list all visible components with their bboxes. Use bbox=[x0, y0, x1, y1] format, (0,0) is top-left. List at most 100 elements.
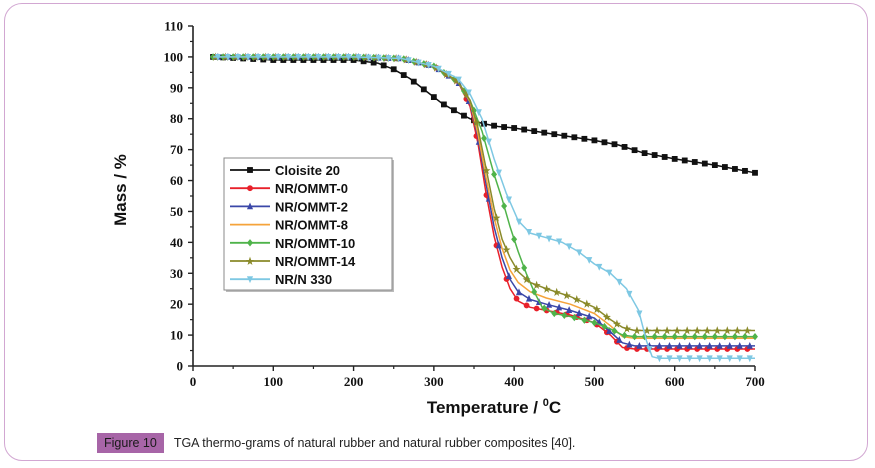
data-point bbox=[642, 326, 652, 335]
data-point bbox=[601, 322, 608, 331]
data-point bbox=[631, 147, 638, 154]
data-point bbox=[571, 134, 578, 141]
legend-item: NR/OMMT-14 bbox=[230, 254, 356, 269]
data-point bbox=[566, 243, 573, 251]
legend-marker bbox=[247, 167, 253, 173]
data-point bbox=[671, 332, 678, 341]
data-point bbox=[592, 304, 601, 314]
data-point bbox=[475, 109, 482, 117]
data-point bbox=[621, 331, 628, 340]
data-point bbox=[566, 306, 573, 313]
data-point bbox=[726, 355, 733, 363]
data-point bbox=[571, 313, 578, 322]
data-point bbox=[586, 312, 593, 320]
data-point bbox=[691, 159, 698, 165]
data-point bbox=[552, 287, 561, 297]
data-point bbox=[632, 326, 641, 335]
legend-item: NR/N 330 bbox=[230, 272, 332, 287]
figure-caption: Figure 10 TGA thermo-grams of natural ru… bbox=[97, 432, 575, 454]
data-point bbox=[586, 257, 593, 264]
data-point bbox=[535, 232, 543, 240]
data-point bbox=[741, 332, 748, 341]
legend-label: NR/OMMT-14 bbox=[275, 254, 356, 269]
data-point bbox=[581, 135, 588, 142]
legend-item: NR/OMMT-0 bbox=[230, 181, 348, 196]
data-point bbox=[285, 54, 292, 61]
data-point bbox=[693, 326, 702, 335]
data-point bbox=[711, 162, 718, 168]
data-point bbox=[533, 305, 540, 312]
data-point bbox=[616, 278, 623, 286]
figure-caption-text: TGA thermo-grams of natural rubber and n… bbox=[173, 436, 576, 450]
y-tick-label: 0 bbox=[177, 359, 184, 374]
data-point bbox=[562, 290, 571, 300]
data-point bbox=[495, 169, 502, 177]
data-point bbox=[582, 299, 591, 308]
data-point bbox=[420, 86, 427, 93]
data-point bbox=[752, 169, 758, 176]
legend-label: NR/N 330 bbox=[275, 272, 332, 287]
data-point bbox=[636, 341, 643, 349]
data-point bbox=[641, 332, 648, 341]
data-point bbox=[676, 355, 683, 363]
data-point bbox=[641, 150, 648, 157]
data-point bbox=[355, 54, 362, 61]
data-point bbox=[746, 341, 753, 349]
data-point bbox=[385, 55, 392, 62]
data-point bbox=[335, 54, 342, 61]
data-point bbox=[465, 89, 472, 97]
data-point bbox=[410, 78, 417, 85]
data-point bbox=[472, 118, 481, 127]
data-point bbox=[651, 152, 658, 158]
data-point bbox=[485, 138, 492, 146]
data-point bbox=[512, 264, 521, 273]
data-point bbox=[606, 327, 613, 334]
x-tick-label: 600 bbox=[665, 374, 685, 389]
data-point bbox=[651, 332, 658, 341]
y-tick-label: 80 bbox=[170, 111, 183, 126]
data-point bbox=[445, 70, 452, 78]
data-point bbox=[265, 54, 272, 61]
y-tick-label: 20 bbox=[170, 297, 183, 312]
data-point bbox=[435, 65, 442, 73]
data-point bbox=[551, 309, 558, 318]
legend-label: Cloisite 20 bbox=[275, 163, 340, 178]
data-point bbox=[656, 355, 663, 363]
x-tick-label: 700 bbox=[745, 374, 765, 389]
data-point bbox=[481, 134, 488, 142]
data-point bbox=[606, 269, 613, 277]
data-point bbox=[505, 272, 512, 280]
data-point bbox=[375, 54, 382, 62]
data-point bbox=[616, 335, 623, 343]
legend-marker bbox=[247, 185, 253, 192]
data-point bbox=[492, 213, 501, 222]
data-point bbox=[561, 132, 568, 139]
data-point bbox=[244, 54, 252, 61]
data-point bbox=[511, 235, 518, 243]
data-point bbox=[721, 332, 728, 341]
data-point bbox=[636, 310, 643, 318]
legend: Cloisite 20 NR/OMMT-0 NR/OMMT-2 NR/OMMT-8 NR… bbox=[223, 157, 394, 292]
legend-marker bbox=[246, 202, 254, 210]
y-tick-label: 100 bbox=[164, 49, 184, 64]
data-point bbox=[495, 241, 502, 249]
data-point bbox=[572, 295, 581, 304]
data-point bbox=[515, 218, 523, 226]
legend-marker bbox=[247, 239, 253, 247]
data-point bbox=[556, 238, 563, 246]
y-tick-label: 40 bbox=[170, 235, 183, 250]
data-point bbox=[482, 165, 491, 175]
series-group bbox=[210, 52, 758, 363]
data-point bbox=[716, 355, 723, 363]
data-point bbox=[581, 316, 588, 324]
data-point bbox=[491, 122, 497, 129]
data-point bbox=[746, 355, 753, 363]
data-point bbox=[501, 202, 508, 210]
data-point bbox=[546, 300, 553, 308]
data-point bbox=[491, 170, 498, 179]
data-point bbox=[696, 355, 703, 363]
x-tick-label: 300 bbox=[424, 374, 444, 389]
data-point bbox=[400, 72, 407, 78]
data-point bbox=[611, 327, 618, 335]
data-point bbox=[502, 245, 511, 254]
